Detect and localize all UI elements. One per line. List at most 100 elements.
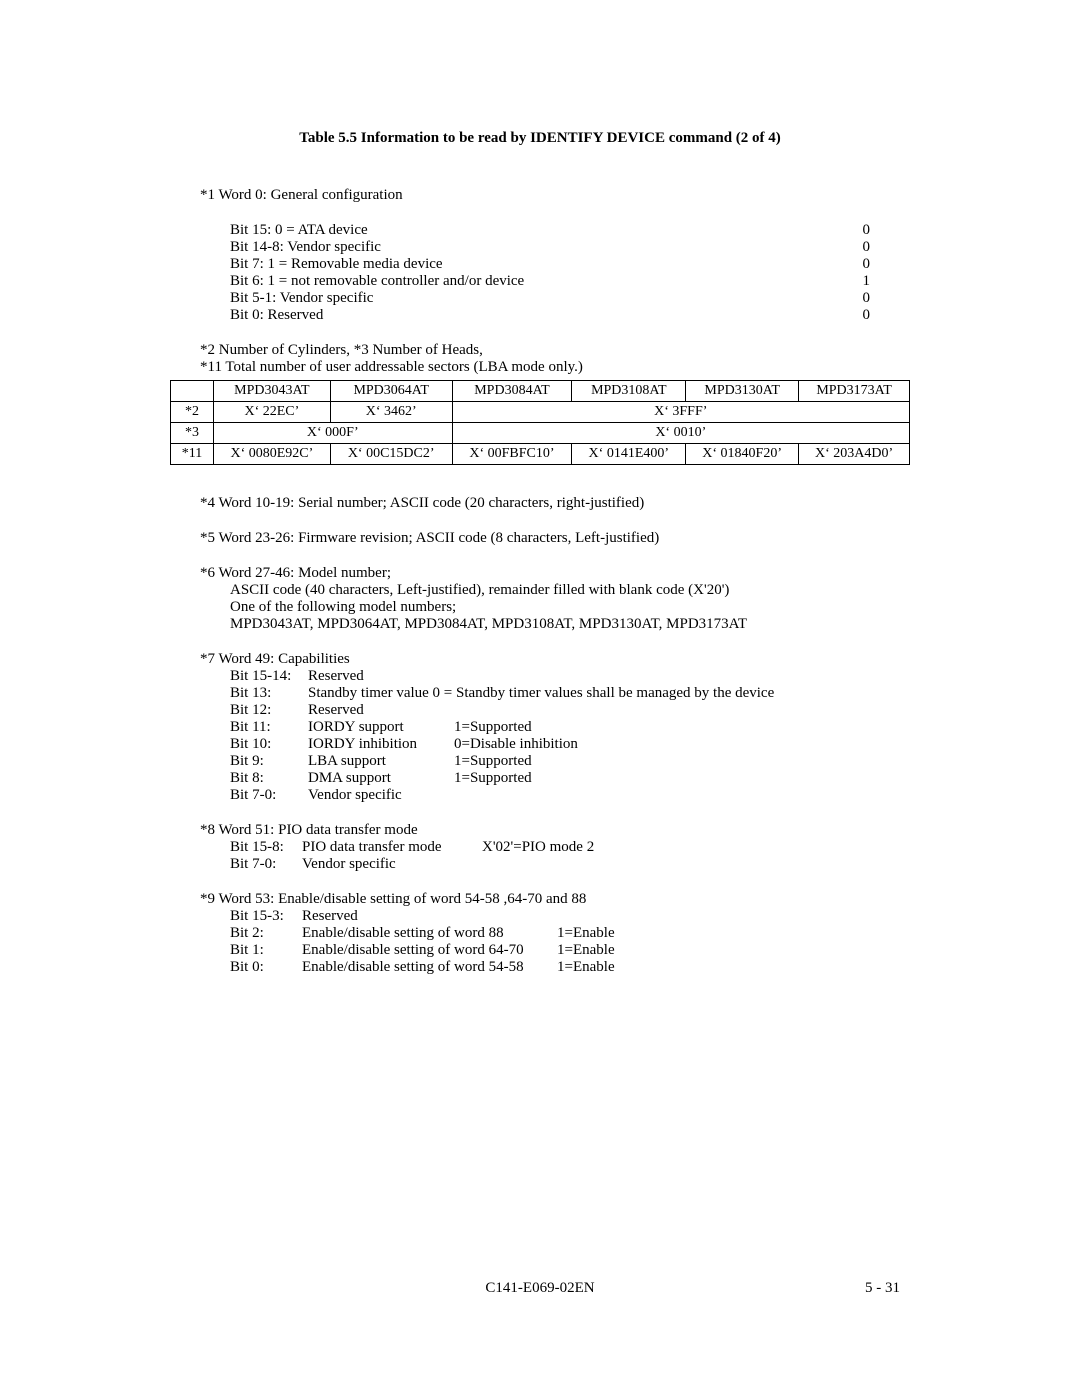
- bit-value: [454, 668, 910, 685]
- note-7-heading: *7 Word 49: Capabilities: [200, 651, 910, 668]
- bit-desc: LBA support: [308, 753, 448, 770]
- bit-desc: Vendor specific: [308, 787, 448, 804]
- doc-number: C141-E069-02EN: [485, 1280, 594, 1297]
- col-header: MPD3064AT: [330, 381, 452, 402]
- bit-label: Bit 1:: [230, 942, 302, 959]
- bit-desc: Standby timer value 0 = Standby timer va…: [308, 685, 910, 702]
- bit-row: Bit 0: Reserved0: [230, 307, 870, 324]
- note-8-row: Bit 15-8: PIO data transfer mode X'02'=P…: [230, 839, 910, 856]
- note-6-line1: *6 Word 27-46: Model number;: [200, 565, 910, 582]
- page-footer: C141-E069-02EN 5 - 31: [0, 1280, 1080, 1297]
- table-row: *2 X‘ 22EC’ X‘ 3462’ X‘ 3FFF’: [171, 402, 910, 423]
- table-cell: X‘ 00FBFC10’: [452, 444, 572, 465]
- bit-label: Bit 7-0:: [230, 787, 302, 804]
- bit-value: [454, 787, 910, 804]
- table-cell: X‘ 3FFF’: [452, 402, 909, 423]
- note-6-line4: MPD3043AT, MPD3064AT, MPD3084AT, MPD3108…: [230, 616, 910, 633]
- bit-value: 1=Supported: [454, 770, 910, 787]
- bit-value: 0: [850, 239, 870, 256]
- note-6-line3: One of the following model numbers;: [230, 599, 910, 616]
- col-header: MPD3130AT: [686, 381, 799, 402]
- bit-row: Bit 6: 1 = not removable controller and/…: [230, 273, 870, 290]
- bit-label: Bit 15-3:: [230, 908, 302, 925]
- bit-value: 1: [850, 273, 870, 290]
- table-cell: X‘ 000F’: [214, 423, 453, 444]
- bit-label: Bit 11:: [230, 719, 302, 736]
- bit-value: 0: [850, 222, 870, 239]
- bit-desc: Reserved: [302, 908, 557, 925]
- table-row: *11 X‘ 0080E92C’ X‘ 00C15DC2’ X‘ 00FBFC1…: [171, 444, 910, 465]
- bit-label: Bit 9:: [230, 753, 302, 770]
- note-8-heading: *8 Word 51: PIO data transfer mode: [200, 822, 910, 839]
- bit-value: X'02'=PIO mode 2: [482, 839, 910, 856]
- table-cell: X‘ 3462’: [330, 402, 452, 423]
- bit-row: Bit 15: 0 = ATA device0: [230, 222, 870, 239]
- bit-desc: PIO data transfer mode: [302, 839, 482, 856]
- cylinder-table: MPD3043AT MPD3064AT MPD3084AT MPD3108AT …: [170, 380, 910, 465]
- note-1-rows: Bit 15: 0 = ATA device0Bit 14-8: Vendor …: [230, 222, 910, 324]
- bit-label: Bit 15-14:: [230, 668, 302, 685]
- note-11-heading: *11 Total number of user addressable sec…: [200, 359, 910, 376]
- table-row: *3 X‘ 000F’ X‘ 0010’: [171, 423, 910, 444]
- bit-label: Bit 8:: [230, 770, 302, 787]
- bit-label: Bit 5-1: Vendor specific: [230, 290, 850, 307]
- bit-label: Bit 15-8:: [230, 839, 302, 856]
- note-1-heading: *1 Word 0: General configuration: [200, 187, 910, 204]
- bit-label: Bit 12:: [230, 702, 302, 719]
- table-cell: X‘ 0010’: [452, 423, 909, 444]
- bit-label: Bit 2:: [230, 925, 302, 942]
- bit-value: 1=Enable: [557, 925, 910, 942]
- bit-value: 1=Supported: [454, 753, 910, 770]
- bit-label: Bit 6: 1 = not removable controller and/…: [230, 273, 850, 290]
- bit-desc: Reserved: [308, 702, 448, 719]
- page-number: 5 - 31: [865, 1280, 900, 1297]
- bit-desc: DMA support: [308, 770, 448, 787]
- note-9-rows: Bit 15-3:ReservedBit 2:Enable/disable se…: [230, 908, 910, 976]
- col-header: MPD3043AT: [214, 381, 331, 402]
- row-label: *2: [171, 402, 214, 423]
- bit-desc: Reserved: [308, 668, 448, 685]
- row-label: *3: [171, 423, 214, 444]
- bit-desc: Enable/disable setting of word 88: [302, 925, 557, 942]
- bit-value: 0: [850, 307, 870, 324]
- note-4: *4 Word 10-19: Serial number; ASCII code…: [200, 495, 910, 512]
- table-cell: X‘ 01840F20’: [686, 444, 799, 465]
- note-6-line2: ASCII code (40 characters, Left-justifie…: [230, 582, 910, 599]
- bit-value: 1=Enable: [557, 942, 910, 959]
- bit-desc: Vendor specific: [302, 856, 910, 873]
- bit-value: 0=Disable inhibition: [454, 736, 910, 753]
- bit-label: Bit 7: 1 = Removable media device: [230, 256, 850, 273]
- bit-value: 1=Supported: [454, 719, 910, 736]
- bit-label: Bit 13:: [230, 685, 302, 702]
- bit-label: Bit 15: 0 = ATA device: [230, 222, 850, 239]
- bit-row: Bit 7: 1 = Removable media device0: [230, 256, 870, 273]
- note-2-3-heading: *2 Number of Cylinders, *3 Number of Hea…: [200, 342, 910, 359]
- bit-label: Bit 7-0:: [230, 856, 302, 873]
- bit-label: Bit 0: Reserved: [230, 307, 850, 324]
- table-cell: X‘ 22EC’: [214, 402, 331, 423]
- bit-desc: Enable/disable setting of word 54-58: [302, 959, 557, 976]
- bit-value: 0: [850, 256, 870, 273]
- table-header-row: MPD3043AT MPD3064AT MPD3084AT MPD3108AT …: [171, 381, 910, 402]
- bit-value: [557, 908, 910, 925]
- row-label: *11: [171, 444, 214, 465]
- table-cell: X‘ 0141E400’: [572, 444, 686, 465]
- bit-label: Bit 0:: [230, 959, 302, 976]
- col-header: MPD3173AT: [799, 381, 910, 402]
- col-header: MPD3084AT: [452, 381, 572, 402]
- note-8-row: Bit 7-0: Vendor specific: [230, 856, 910, 873]
- bit-value: [454, 702, 910, 719]
- table-cell: X‘ 203A4D0’: [799, 444, 910, 465]
- bit-desc: IORDY inhibition: [308, 736, 448, 753]
- bit-row: Bit 14-8: Vendor specific0: [230, 239, 870, 256]
- bit-value: 0: [850, 290, 870, 307]
- table-cell: X‘ 00C15DC2’: [330, 444, 452, 465]
- bit-row: Bit 5-1: Vendor specific0: [230, 290, 870, 307]
- table-title: Table 5.5 Information to be read by IDEN…: [170, 130, 910, 147]
- note-9-heading: *9 Word 53: Enable/disable setting of wo…: [200, 891, 910, 908]
- col-header: MPD3108AT: [572, 381, 686, 402]
- bit-desc: Enable/disable setting of word 64-70: [302, 942, 557, 959]
- note-7-rows: Bit 15-14: Reserved Bit 13: Standby timer v…: [230, 668, 910, 804]
- bit-value: 1=Enable: [557, 959, 910, 976]
- note-5: *5 Word 23-26: Firmware revision; ASCII …: [200, 530, 910, 547]
